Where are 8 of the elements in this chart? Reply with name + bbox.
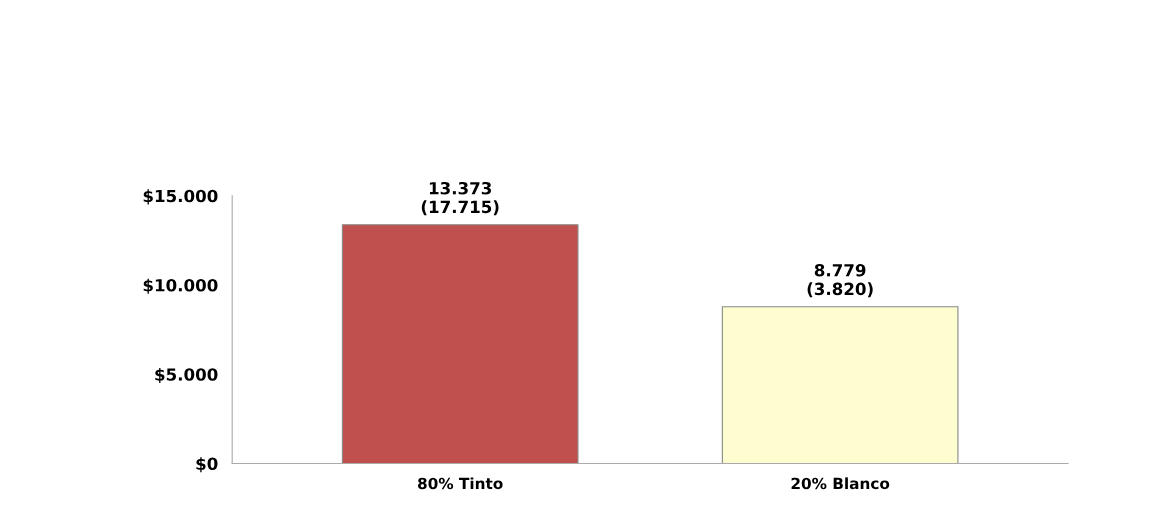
- y-tick-label: $15.000: [143, 189, 218, 205]
- data-label: 13.373 (17.715): [421, 181, 499, 216]
- data-label: 8.779 (3.820): [807, 263, 873, 298]
- y-tick-label: $5.000: [155, 367, 218, 384]
- x-tick-label: 80% Tinto: [418, 477, 503, 490]
- y-tick-label: $10.000: [143, 278, 218, 294]
- x-tick-label: 20% Blanco: [791, 477, 890, 490]
- y-tick-label: $0: [196, 457, 218, 473]
